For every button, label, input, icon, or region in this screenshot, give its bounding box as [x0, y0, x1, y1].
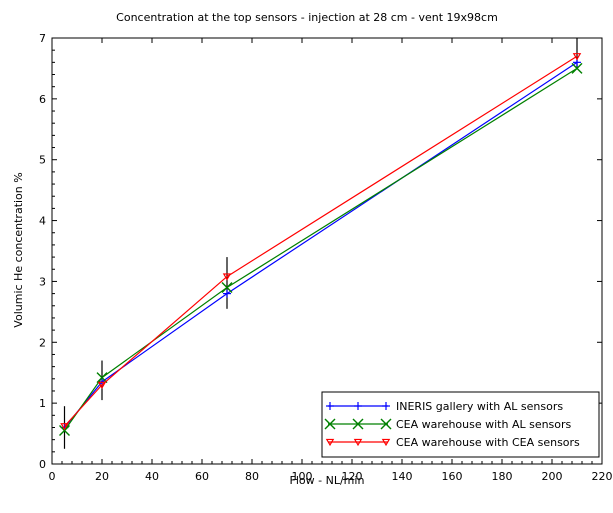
data-point: [96, 372, 108, 384]
chart-title: Concentration at the top sensors - injec…: [116, 11, 498, 24]
x-tick-label: 40: [145, 470, 159, 483]
error-bars: [63, 38, 578, 449]
x-tick-label: 220: [592, 470, 613, 483]
triangle-marker: [353, 438, 363, 447]
series-line: [64, 55, 578, 427]
x-tick-label: 100: [292, 470, 313, 483]
y-tick-label: 3: [39, 275, 46, 288]
legend: INERIS gallery with AL sensors CEA wareho…: [321, 391, 600, 458]
data-point: [380, 418, 392, 430]
legend-label: INERIS gallery with AL sensors: [396, 400, 563, 413]
x-tick-label: 200: [542, 470, 563, 483]
plot-frame: [51, 37, 603, 465]
y-tick-label: 0: [39, 458, 46, 471]
x-marker-b: [571, 62, 583, 74]
x-tick-label: 0: [49, 470, 56, 483]
legend-label: CEA warehouse with CEA sensors: [396, 436, 580, 449]
x-tick-label: 160: [442, 470, 463, 483]
y-tick-label: 6: [39, 93, 46, 106]
triangle-marker: [222, 273, 232, 281]
x-tick-label: 60: [195, 470, 209, 483]
series-layer: [59, 53, 583, 437]
legend-label: CEA warehouse with AL sensors: [396, 418, 572, 431]
y-tick-label: 5: [39, 154, 46, 167]
x-axis-label: Flow - NL/min: [290, 474, 365, 487]
triangle-marker: [97, 381, 107, 389]
data-point: [382, 402, 390, 410]
y-tick-label: 1: [39, 397, 46, 410]
series-line: [64, 67, 578, 431]
data-point: [223, 289, 231, 298]
legend-entry: CEA warehouse with AL sensors: [324, 418, 572, 431]
data-point: [326, 402, 334, 410]
x-axis: 0 20 40 60 80 100 120 140 160 180 200 220: [49, 38, 613, 483]
data-point: [571, 62, 583, 74]
x-tick-label: 80: [245, 470, 259, 483]
x-marker-b: [221, 282, 233, 294]
x-tick-label: 20: [95, 470, 109, 483]
legend-entry: INERIS gallery with AL sensors: [326, 400, 563, 413]
x-marker-b: [324, 418, 336, 430]
triangle-marker: [572, 53, 582, 61]
triangle-marker: [325, 438, 335, 447]
x-marker-b: [96, 372, 108, 384]
data-point: [352, 418, 364, 430]
data-point: [60, 423, 69, 431]
x-marker-b: [59, 425, 70, 437]
x-tick-label: 180: [492, 470, 513, 483]
y-axis-label: Volumic He concentration %: [12, 172, 25, 327]
x-tick-label: 120: [342, 470, 363, 483]
triangle-marker: [381, 438, 391, 447]
data-point: [353, 438, 363, 447]
data-point: [324, 418, 336, 430]
x-marker-b: [352, 418, 364, 430]
data-point: [381, 438, 391, 447]
data-point: [325, 438, 335, 447]
data-point: [354, 402, 362, 410]
x-marker-b: [380, 418, 392, 430]
data-point: [221, 282, 233, 294]
legend-entry: CEA warehouse with CEA sensors: [325, 436, 580, 449]
data-point: [222, 273, 232, 281]
y-axis: 0 1 2 3 4 5 6 7: [39, 32, 602, 471]
triangle-marker: [60, 423, 69, 431]
data-point: [59, 425, 70, 437]
y-tick-label: 4: [39, 215, 46, 228]
x-tick-label: 140: [392, 470, 413, 483]
y-tick-label: 2: [39, 336, 46, 349]
data-point: [97, 381, 107, 389]
y-tick-label: 7: [39, 32, 46, 45]
data-point: [572, 53, 582, 61]
